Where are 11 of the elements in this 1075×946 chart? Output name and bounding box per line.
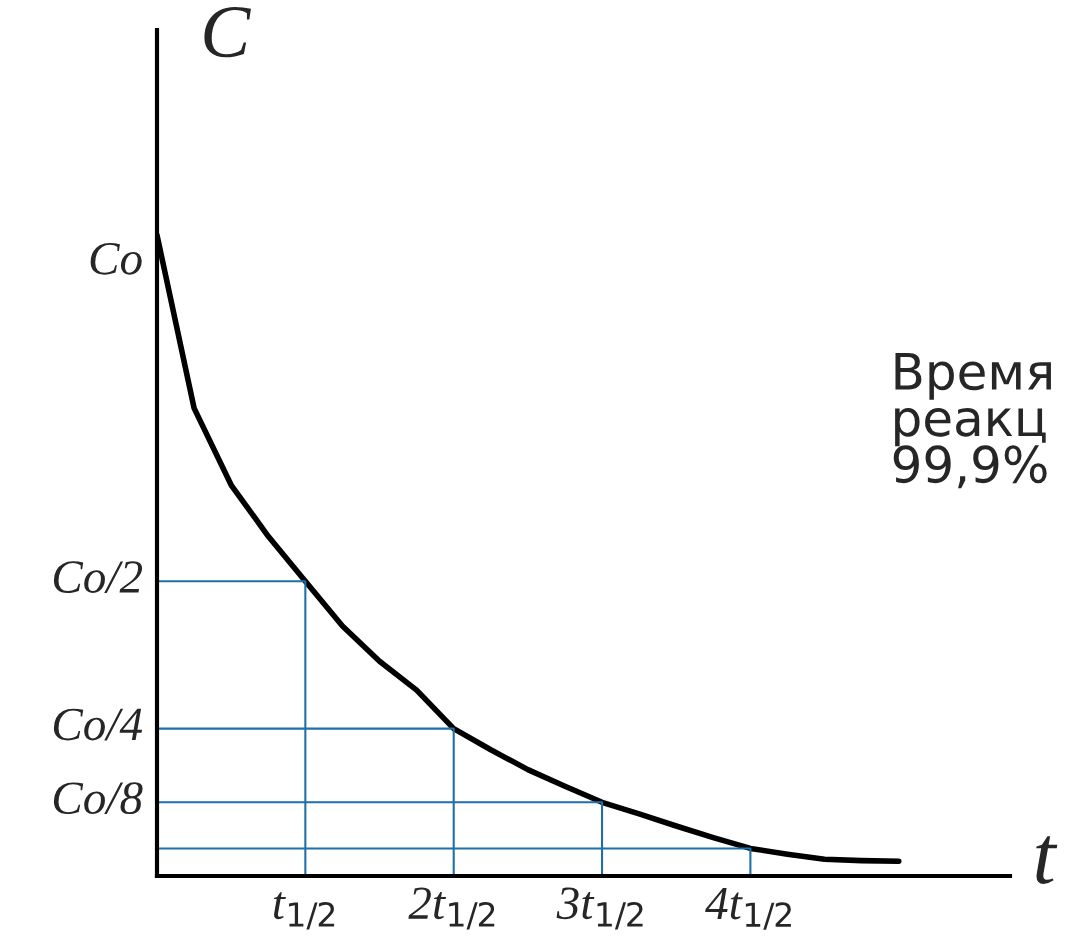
x-axis-title: t	[1036, 836, 1058, 884]
annotation: Co	[90, 242, 142, 275]
annotation: Co/2	[53, 561, 143, 593]
y-axis-title: C	[204, 7, 251, 58]
annotation: Co/4	[53, 708, 143, 741]
x-tick-label: 2t$_{1/2}$	[408, 887, 495, 930]
annotation: Время реакц 99,9%	[893, 353, 1051, 489]
x-tick-label: 3t$_{1/2}$	[556, 887, 643, 930]
x-tick-label: t$_{1/2}$	[273, 892, 335, 930]
x-tick-label: 4t$_{1/2}$	[705, 887, 791, 930]
annotation: Co/8	[53, 782, 143, 815]
